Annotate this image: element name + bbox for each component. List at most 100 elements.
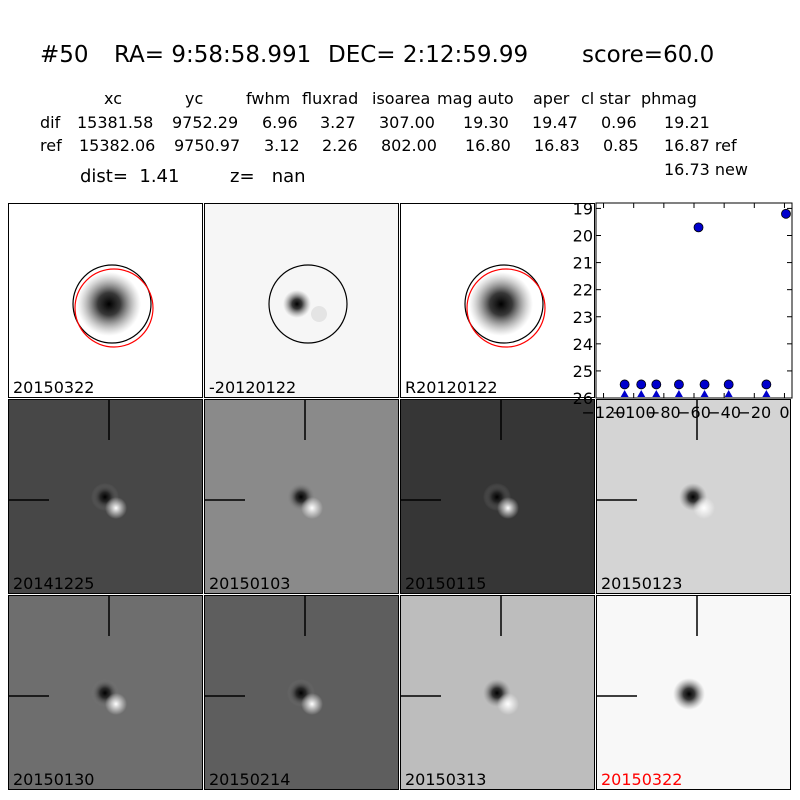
stamp-panel: 20150123 bbox=[596, 399, 791, 594]
col-xc: xc bbox=[104, 89, 122, 108]
y-tick-label: 23 bbox=[573, 308, 593, 327]
ref-cl-star: 0.85 bbox=[603, 136, 639, 155]
data-point bbox=[693, 222, 704, 233]
stamp-label: 20150130 bbox=[13, 770, 95, 789]
stamp-label: 20150214 bbox=[209, 770, 291, 789]
stamp-label: 20150123 bbox=[601, 574, 683, 593]
x-tick-label: −80 bbox=[647, 403, 681, 422]
ref-fwhm: 3.12 bbox=[264, 136, 300, 155]
data-point bbox=[761, 379, 772, 390]
y-tick-label: 19 bbox=[573, 199, 593, 218]
col-mag-auto: mag auto bbox=[437, 89, 514, 108]
dipole-positive bbox=[105, 693, 127, 715]
data-point bbox=[651, 379, 662, 390]
aperture-circle bbox=[268, 264, 348, 344]
aperture-circle bbox=[464, 264, 544, 344]
x-tick-label: 0 bbox=[779, 403, 789, 422]
row-label-ref: ref bbox=[40, 136, 62, 155]
col-yc: yc bbox=[185, 89, 204, 108]
data-point bbox=[699, 379, 710, 390]
x-tick-label: −20 bbox=[737, 403, 771, 422]
stamp-label: -20120122 bbox=[209, 378, 297, 397]
stamp-panel: 20150214 bbox=[204, 595, 399, 790]
x-tick-label: −100 bbox=[612, 403, 656, 422]
source-blob bbox=[77, 272, 141, 336]
upper-limit-marker bbox=[652, 390, 661, 397]
y-tick-label: 24 bbox=[573, 335, 593, 354]
upper-limit-marker bbox=[674, 390, 683, 397]
stamp-label: 20141225 bbox=[13, 574, 95, 593]
dipole-positive bbox=[497, 497, 519, 519]
aperture-circle bbox=[72, 264, 152, 344]
dif-cl-star: 0.96 bbox=[601, 113, 637, 132]
x-tick-label: −120 bbox=[582, 403, 626, 422]
col-fwhm: fwhm bbox=[246, 89, 291, 108]
z-value: z= nan bbox=[230, 166, 306, 187]
plot-frame bbox=[595, 202, 793, 399]
row-label-dif: dif bbox=[40, 113, 61, 132]
stamp-panel: 20141225 bbox=[8, 399, 203, 594]
upper-limit-marker bbox=[700, 390, 709, 397]
ra-coordinate: RA= 9:58:58.991 bbox=[114, 42, 312, 68]
ref-yc: 9750.97 bbox=[174, 136, 241, 155]
ref-phmag: 16.87 ref bbox=[664, 136, 737, 155]
y-tick-label: 26 bbox=[573, 389, 593, 408]
stamp-label: 20150313 bbox=[405, 770, 487, 789]
source-blob bbox=[469, 272, 533, 336]
dipole-positive bbox=[105, 497, 127, 519]
y-tick-label: 22 bbox=[573, 281, 593, 300]
dif-phmag: 19.21 bbox=[664, 113, 710, 132]
ref-xc: 15382.06 bbox=[79, 136, 156, 155]
data-point bbox=[723, 379, 734, 390]
col-phmag: phmag bbox=[641, 89, 697, 108]
dipole-positive bbox=[301, 693, 323, 715]
stamp-label: 20150322 bbox=[13, 378, 95, 397]
dipole-positive bbox=[301, 497, 323, 519]
candidate-id: #50 bbox=[40, 42, 89, 68]
stamp-label: 20150115 bbox=[405, 574, 487, 593]
dec-coordinate: DEC= 2:12:59.99 bbox=[328, 42, 529, 68]
stamp-panel: 20150322 bbox=[596, 595, 791, 790]
stamp-label: 20150322 bbox=[601, 770, 683, 789]
dipole-positive bbox=[693, 497, 715, 519]
dif-fwhm: 6.96 bbox=[262, 113, 298, 132]
stamp-label: R20120122 bbox=[405, 378, 498, 397]
col-cl-star: cl star bbox=[581, 89, 631, 108]
stamp-panel: 20150103 bbox=[204, 399, 399, 594]
source-blob bbox=[673, 678, 705, 710]
stamp-panel: 20150313 bbox=[400, 595, 595, 790]
upper-limit-marker bbox=[724, 390, 733, 397]
stamp-panel: 20150115 bbox=[400, 399, 595, 594]
source-blob bbox=[283, 290, 311, 318]
ref-aperture-circle bbox=[466, 268, 546, 348]
stamp-panel: R20120122 bbox=[400, 203, 595, 398]
score: score=60.0 bbox=[582, 42, 715, 68]
ref-aper: 16.83 bbox=[534, 136, 580, 155]
data-point bbox=[619, 379, 630, 390]
data-point bbox=[781, 208, 791, 219]
ref-mag-auto: 16.80 bbox=[465, 136, 511, 155]
dipole-positive bbox=[497, 693, 519, 715]
dif-mag-auto: 19.30 bbox=[463, 113, 509, 132]
dif-aper: 19.47 bbox=[532, 113, 578, 132]
dif-fluxrad: 3.27 bbox=[320, 113, 356, 132]
y-tick-label: 20 bbox=[573, 227, 593, 246]
source-residual bbox=[311, 306, 327, 322]
dif-yc: 9752.29 bbox=[172, 113, 239, 132]
upper-limit-marker bbox=[762, 390, 771, 397]
col-aper: aper bbox=[533, 89, 570, 108]
stamp-panel: -20120122 bbox=[204, 203, 399, 398]
data-point bbox=[636, 379, 647, 390]
y-tick-label: 21 bbox=[573, 254, 593, 273]
dif-isoarea: 307.00 bbox=[379, 113, 435, 132]
new-phmag: 16.73 new bbox=[664, 160, 748, 179]
upper-limit-marker bbox=[637, 390, 646, 397]
data-point bbox=[674, 379, 684, 390]
x-tick-label: −40 bbox=[707, 403, 741, 422]
dist-value: dist= 1.41 bbox=[80, 166, 180, 187]
col-fluxrad: fluxrad bbox=[302, 89, 359, 108]
y-tick-label: 25 bbox=[573, 362, 593, 381]
ref-fluxrad: 2.26 bbox=[322, 136, 358, 155]
col-isoarea: isoarea bbox=[372, 89, 431, 108]
